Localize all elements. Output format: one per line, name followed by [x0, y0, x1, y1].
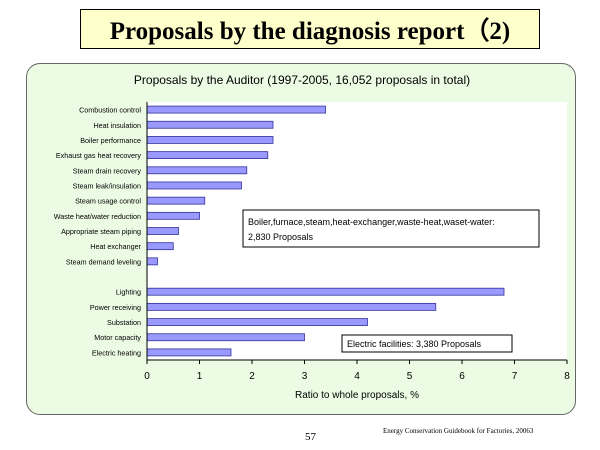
category-label: Heat exchanger: [90, 242, 141, 251]
slide-title-box: Proposals by the diagnosis report（2): [80, 9, 540, 49]
category-label: Substation: [107, 318, 141, 327]
x-axis-label: Ratio to whole proposals, %: [295, 390, 419, 401]
x-tick-label: 8: [564, 371, 570, 382]
x-tick-label: 7: [512, 371, 518, 382]
bar: [146, 120, 274, 129]
electric-annotation-text: Electric facilities: 3,380 Proposals: [347, 339, 482, 349]
category-label: Steam demand leveling: [66, 257, 141, 266]
x-tick-label: 2: [249, 371, 255, 382]
bar: [146, 348, 232, 357]
boiler-annotation-line2: 2,830 Proposals: [248, 232, 314, 242]
bar: [146, 302, 437, 311]
bar: [146, 166, 248, 175]
bar: [146, 151, 269, 160]
x-tick-label: 6: [459, 371, 465, 382]
category-label: Boiler performance: [80, 136, 141, 145]
page-number: 57: [305, 431, 316, 443]
category-label: Power receiving: [90, 303, 141, 312]
bar: [146, 257, 158, 266]
bar: [146, 318, 368, 326]
chart-title: Proposals by the Auditor (1997-2005, 16,…: [134, 73, 470, 87]
bar: [146, 196, 206, 205]
bar-chart: Proposals by the Auditor (1997-2005, 16,…: [54, 73, 570, 401]
category-label: Lighting: [116, 288, 141, 297]
category-label: Exhaust gas heat recovery: [56, 151, 142, 160]
category-label: Combustion control: [79, 106, 141, 115]
category-label: Waste heat/water reduction: [54, 212, 141, 221]
bar: [146, 227, 179, 235]
boiler-annotation-box: [242, 209, 540, 248]
bar: [146, 105, 326, 114]
x-tick-label: 1: [197, 371, 203, 382]
category-label: Motor capacity: [94, 333, 141, 342]
chart-panel: Proposals by the Auditor (1997-2005, 16,…: [26, 63, 576, 415]
category-label: Steam leak/insulation: [73, 181, 141, 190]
category-label: Steam drain recovery: [73, 166, 142, 175]
category-label: Appropriate steam piping: [61, 227, 141, 236]
slide-title: Proposals by the diagnosis report（2): [109, 18, 511, 45]
electric-annotation-box: [341, 334, 513, 353]
bar: [146, 211, 200, 220]
x-tick-label: 5: [407, 371, 413, 382]
bar: [146, 136, 274, 144]
x-tick-label: 4: [354, 371, 360, 382]
bar: [146, 287, 505, 296]
boiler-annotation-line1: Boiler,furnace,steam,heat-exchanger,wast…: [248, 217, 495, 227]
bar: [146, 333, 305, 342]
category-label: Heat insulation: [93, 121, 141, 130]
x-tick-label: 3: [302, 371, 308, 382]
category-label: Steam usage control: [75, 197, 141, 206]
bar: [146, 181, 242, 190]
bar: [146, 242, 174, 251]
source-note: Energy Conservation Guidebook for Factor…: [383, 427, 534, 435]
category-label: Electric heating: [92, 348, 141, 357]
x-tick-label: 0: [144, 371, 150, 382]
